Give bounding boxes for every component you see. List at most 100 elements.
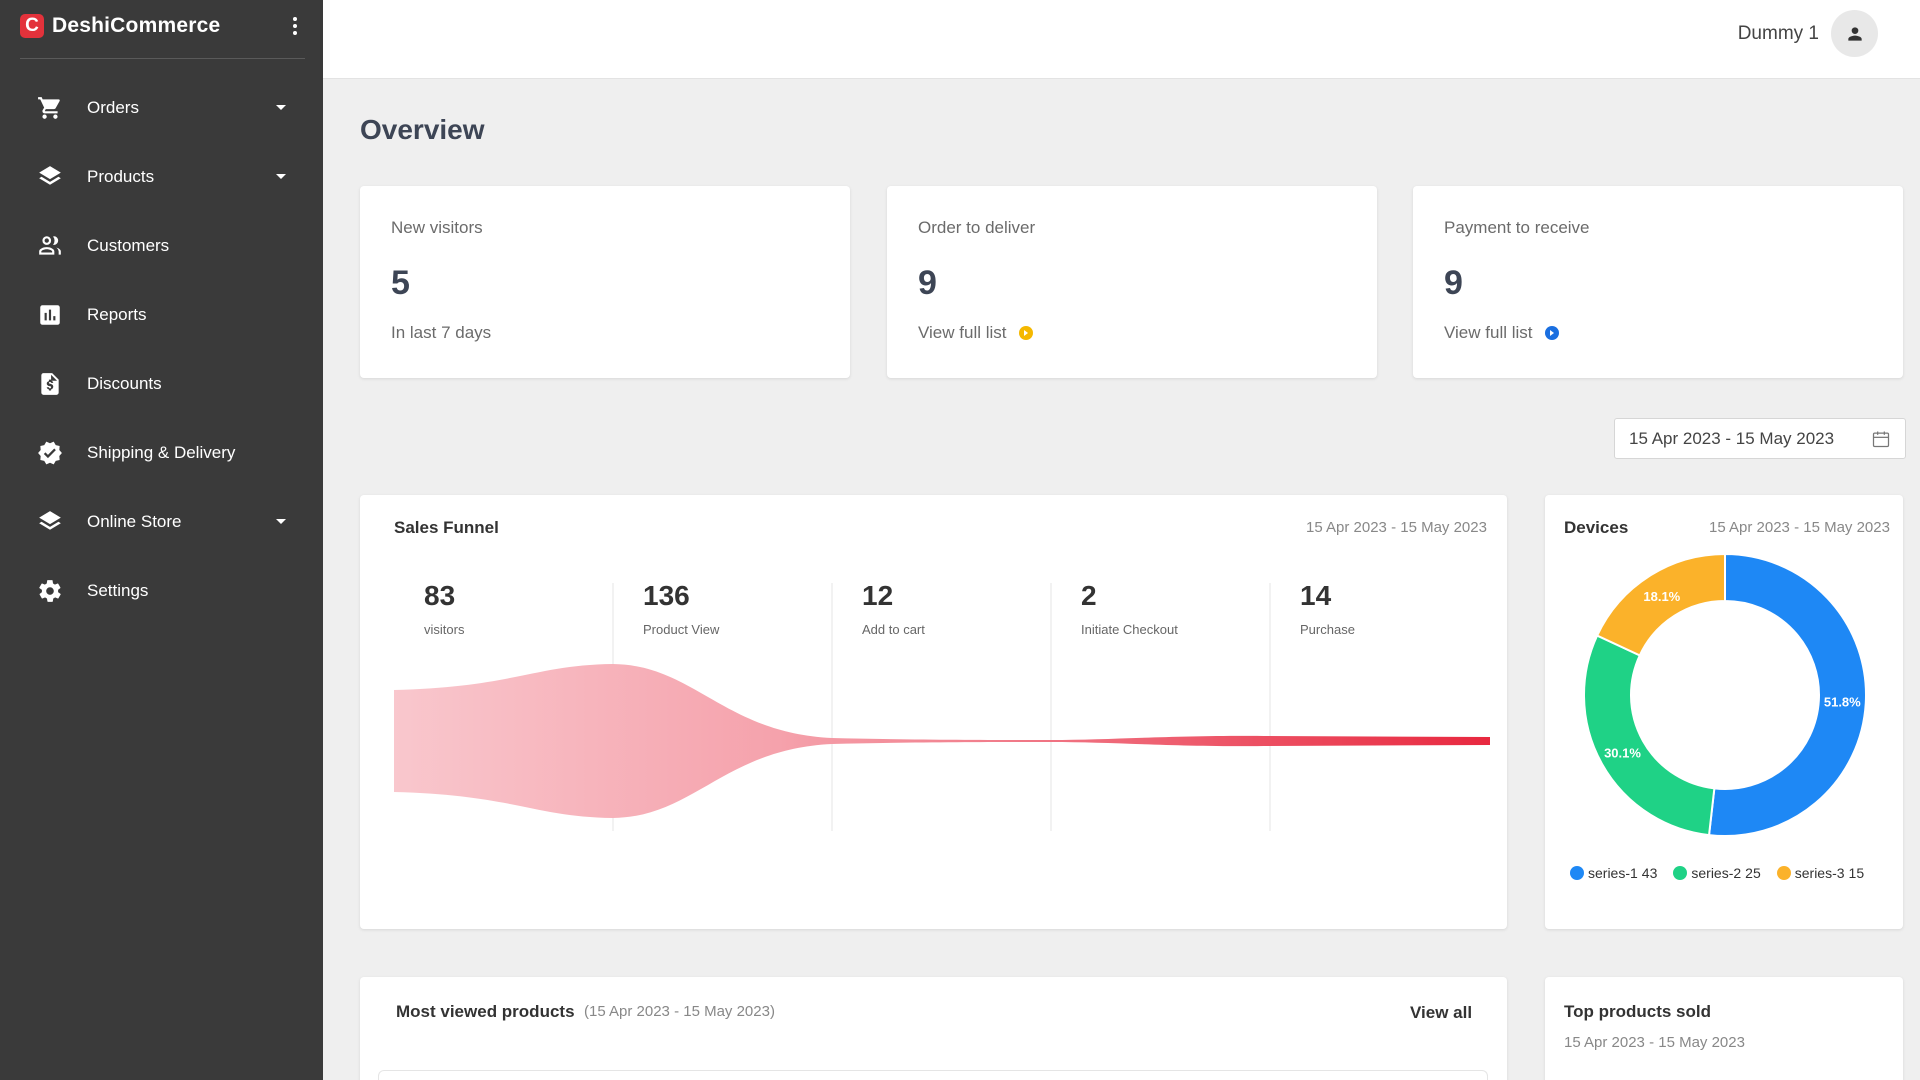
- sidebar-item-label: Reports: [87, 304, 147, 324]
- stat-value: 9: [918, 264, 937, 302]
- layers-icon: [36, 163, 64, 191]
- caret-down-icon: [276, 105, 286, 110]
- sidebar-item-label: Shipping & Delivery: [87, 442, 236, 462]
- brand-home-link[interactable]: C DeshiCommerce: [20, 14, 220, 38]
- bar-chart-icon: [36, 301, 64, 329]
- verified-badge-icon: [36, 439, 64, 467]
- funnel-stage-label: Purchase: [1300, 622, 1355, 637]
- stat-value: 5: [391, 264, 410, 302]
- top-products-panel: [1545, 977, 1903, 1080]
- legend-dot: [1673, 866, 1688, 880]
- funnel-stage-value: 2: [1081, 580, 1097, 611]
- donut-slice-label: 30.1%: [1604, 745, 1641, 760]
- view-full-list-label: View full list: [918, 323, 1007, 342]
- sidebar-item-reports[interactable]: Reports: [0, 280, 323, 349]
- legend-series-name: series-1: [1588, 865, 1638, 881]
- more-options-icon[interactable]: [285, 13, 305, 39]
- funnel-shape: [394, 664, 1490, 818]
- funnel-stage-label: visitors: [424, 622, 465, 637]
- funnel-stage-product-view: 136 Product View: [643, 580, 719, 637]
- page-title: Overview: [360, 114, 485, 145]
- sidebar-item-orders[interactable]: Orders: [0, 73, 323, 142]
- cart-icon: [36, 94, 64, 122]
- sidebar-item-online-store[interactable]: Online Store: [0, 487, 323, 556]
- funnel-stage-label: Add to cart: [862, 622, 925, 637]
- devices-legend: series-1 43 series-2 25 series-3 15: [1570, 865, 1864, 881]
- stat-label: New visitors: [391, 218, 483, 237]
- sidebar-item-label: Customers: [87, 235, 170, 255]
- sidebar-item-customers[interactable]: Customers: [0, 211, 323, 280]
- donut-slice-series-1[interactable]: [1707, 552, 1867, 837]
- user-name: Dummy 1: [1737, 22, 1819, 44]
- sidebar-item-settings[interactable]: Settings: [0, 556, 323, 625]
- new-visitors-card: New visitors 5 In last 7 days: [360, 186, 850, 378]
- legend-item-series-3[interactable]: series-3 15: [1776, 865, 1865, 881]
- stat-subtext: In last 7 days: [391, 323, 492, 342]
- sidebar-item-label: Orders: [87, 97, 139, 117]
- avatar[interactable]: [1831, 10, 1878, 57]
- legend-item-series-2[interactable]: series-2 25: [1673, 865, 1761, 881]
- legend-series-name: series-2: [1691, 865, 1742, 881]
- sales-funnel-date: 15 Apr 2023 - 15 May 2023: [1306, 519, 1487, 536]
- legend-series-value: 15: [1848, 865, 1865, 881]
- calendar-icon: [1872, 431, 1890, 447]
- gear-icon: [36, 577, 64, 605]
- view-full-list-link[interactable]: View full list: [918, 323, 1033, 343]
- date-range-value: 15 Apr 2023 - 15 May 2023: [1629, 428, 1835, 448]
- sidebar-item-discounts[interactable]: Discounts: [0, 349, 323, 418]
- funnel-stage-value: 12: [862, 580, 894, 611]
- legend-dot: [1776, 866, 1791, 880]
- user-menu[interactable]: Dummy 1: [1738, 10, 1878, 57]
- top-products-date: 15 Apr 2023 - 15 May 2023: [1564, 1034, 1745, 1051]
- devices-date: 15 Apr 2023 - 15 May 2023: [1709, 519, 1890, 536]
- funnel-stage-add-to-cart: 12 Add to cart: [862, 580, 925, 637]
- legend-item-series-1[interactable]: series-1 43: [1570, 865, 1657, 881]
- brand-header: C DeshiCommerce: [20, 0, 305, 59]
- donut-slice-series-2[interactable]: [1583, 634, 1716, 837]
- sidebar-item-label: Settings: [87, 580, 149, 600]
- sidebar-nav: Orders Products Customers Reports: [0, 73, 323, 625]
- view-all-link[interactable]: View all: [1410, 1003, 1473, 1022]
- sidebar: C DeshiCommerce Orders Products Customer…: [0, 0, 323, 1080]
- funnel-stage-purchase: 14 Purchase: [1300, 580, 1355, 637]
- funnel-stage-value: 83: [424, 580, 456, 611]
- arrow-right-circle-icon: [1544, 326, 1559, 340]
- user-icon: [1847, 26, 1862, 41]
- sales-funnel-title: Sales Funnel: [394, 518, 499, 537]
- order-to-deliver-card: Order to deliver 9 View full list: [887, 186, 1377, 378]
- stat-value: 9: [1444, 264, 1463, 302]
- view-full-list-link[interactable]: View full list: [1444, 323, 1559, 343]
- stat-label: Payment to receive: [1444, 218, 1590, 237]
- view-full-list-label: View full list: [1444, 323, 1533, 342]
- sidebar-item-label: Products: [87, 166, 155, 186]
- legend-series-value: 43: [1641, 865, 1658, 881]
- sidebar-item-label: Online Store: [87, 511, 182, 531]
- sidebar-item-products[interactable]: Products: [0, 142, 323, 211]
- legend-series-name: series-3: [1794, 865, 1845, 881]
- top-products-title: Top products sold: [1564, 1002, 1712, 1021]
- funnel-stage-value: 136: [643, 580, 690, 611]
- stat-label: Order to deliver: [918, 218, 1036, 237]
- donut-slice-series-3[interactable]: [1595, 552, 1726, 657]
- arrow-right-circle-icon: [1018, 326, 1033, 340]
- funnel-stage-visitors: 83 visitors: [424, 580, 464, 637]
- devices-donut-chart: 51.8% 30.1% 18.1%: [1583, 552, 1867, 837]
- most-viewed-products-panel: [360, 977, 1507, 1080]
- donut-slice-label: 18.1%: [1643, 589, 1680, 604]
- legend-dot: [1570, 866, 1584, 880]
- top-bar: Dummy 1: [323, 0, 1920, 79]
- sidebar-item-shipping-delivery[interactable]: Shipping & Delivery: [0, 418, 323, 487]
- caret-down-icon: [276, 519, 286, 524]
- most-viewed-date: (15 Apr 2023 - 15 May 2023): [584, 1003, 775, 1020]
- payment-to-receive-card: Payment to receive 9 View full list: [1413, 186, 1903, 378]
- funnel-stage-value: 14: [1300, 580, 1332, 611]
- date-range-picker[interactable]: 15 Apr 2023 - 15 May 2023: [1614, 418, 1906, 459]
- brand-name: DeshiCommerce: [52, 14, 221, 37]
- funnel-stage-label: Initiate Checkout: [1081, 622, 1178, 637]
- most-viewed-table: [378, 1070, 1488, 1080]
- donut-slice-label: 51.8%: [1824, 695, 1861, 710]
- layers-icon: [36, 508, 64, 536]
- sales-funnel-chart: [394, 583, 1490, 831]
- caret-down-icon: [276, 174, 286, 179]
- users-icon: [36, 232, 64, 260]
